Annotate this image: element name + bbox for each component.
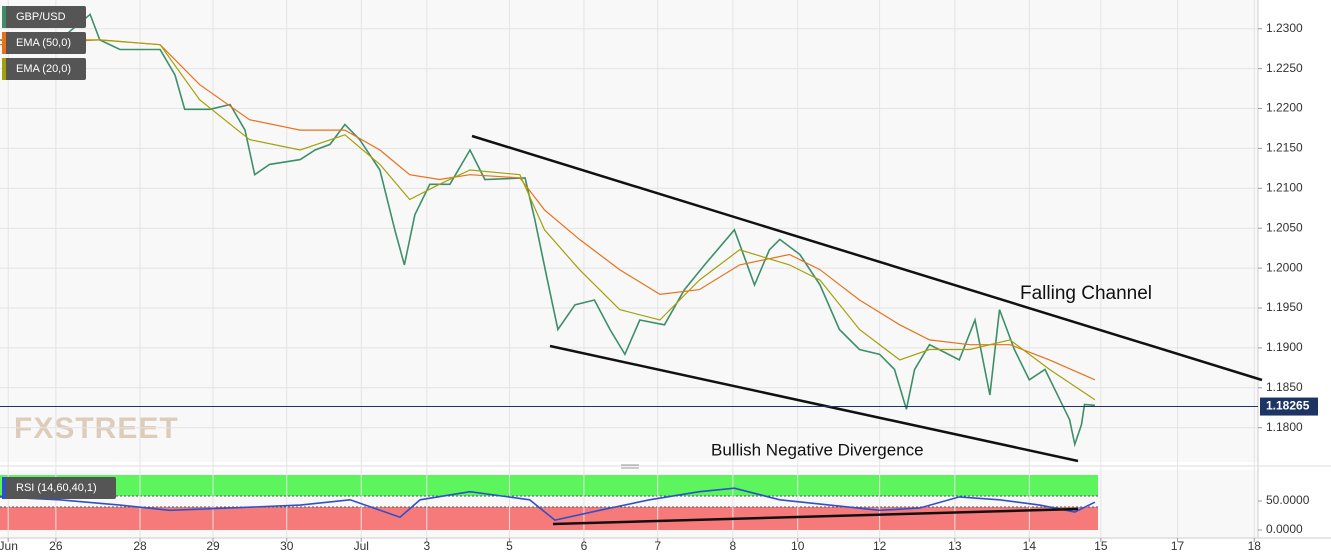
x-tick-label: 12 [873, 539, 887, 553]
x-tick-label: 28 [133, 539, 147, 553]
x-tick-label: 7 [654, 539, 661, 553]
x-tick-label: 6 [581, 539, 588, 553]
legend-swatch [2, 58, 6, 80]
x-tick-label: 18 [1248, 539, 1262, 553]
y-tick-label: 1.2300 [1266, 21, 1303, 35]
price-panel [0, 0, 1258, 462]
x-tick-label: 3 [423, 539, 430, 553]
rsi-trendline [552, 507, 1079, 526]
x-tick-label: 10 [791, 539, 805, 553]
x-tick-label: 30 [280, 539, 294, 553]
series-line [0, 487, 1096, 521]
x-tick-label: 13 [948, 539, 962, 553]
last-price-box [1260, 397, 1318, 416]
legend-swatch [2, 6, 6, 28]
y-tick-label: 1.1850 [1266, 380, 1303, 394]
channel-lower [549, 344, 1079, 463]
legend-box [2, 58, 86, 80]
x-tick-label: 5 [506, 539, 513, 553]
legend-swatch [2, 477, 6, 499]
legend-label: GBP/USD [16, 11, 66, 23]
x-tick-label: 14 [1023, 539, 1037, 553]
series-line [0, 39, 1096, 381]
annotation: Bullish Negative Divergence [711, 440, 924, 459]
oversold-zone [0, 507, 1098, 530]
y-tick-label: 1.2250 [1266, 61, 1303, 75]
x-tick-label: 29 [206, 539, 220, 553]
legend-label: EMA (50,0) [16, 37, 71, 49]
y-tick-label: 1.2150 [1266, 141, 1303, 155]
y-tick-label: 1.1950 [1266, 300, 1303, 314]
annotation: Falling Channel [1020, 283, 1152, 304]
legend-swatch [2, 32, 6, 54]
legend-label: EMA (20,0) [16, 63, 71, 75]
x-tick-label: 15 [1094, 539, 1108, 553]
y-tick-label: 1.2100 [1266, 180, 1303, 194]
channel-upper [471, 134, 1263, 382]
legend-label: RSI (14,60,40,1) [16, 482, 97, 494]
y-tick-label: 1.2000 [1266, 260, 1303, 274]
x-tick-label: 26 [49, 539, 63, 553]
overbought-zone [0, 475, 1098, 496]
x-tick-label: Jun [0, 539, 18, 553]
watermark: FXSTREET [14, 412, 179, 445]
legend-box [2, 32, 86, 54]
y-tick-label: 0.0000 [1266, 522, 1303, 536]
last-price-label: 1.18265 [1266, 399, 1310, 413]
x-tick-label: 8 [730, 539, 737, 553]
series-line [0, 39, 1096, 401]
y-tick-label: 1.1800 [1266, 420, 1303, 434]
y-tick-label: 50.0000 [1266, 493, 1310, 507]
legend-box [2, 6, 86, 28]
plot-layer [0, 0, 1258, 538]
y-tick-label: 1.1900 [1266, 340, 1303, 354]
y-tick-label: 1.2050 [1266, 220, 1303, 234]
legend-box [2, 477, 116, 499]
y-tick-label: 1.2200 [1266, 101, 1303, 115]
x-tick-label: Jul [354, 539, 369, 553]
x-tick-label: 17 [1171, 539, 1185, 553]
